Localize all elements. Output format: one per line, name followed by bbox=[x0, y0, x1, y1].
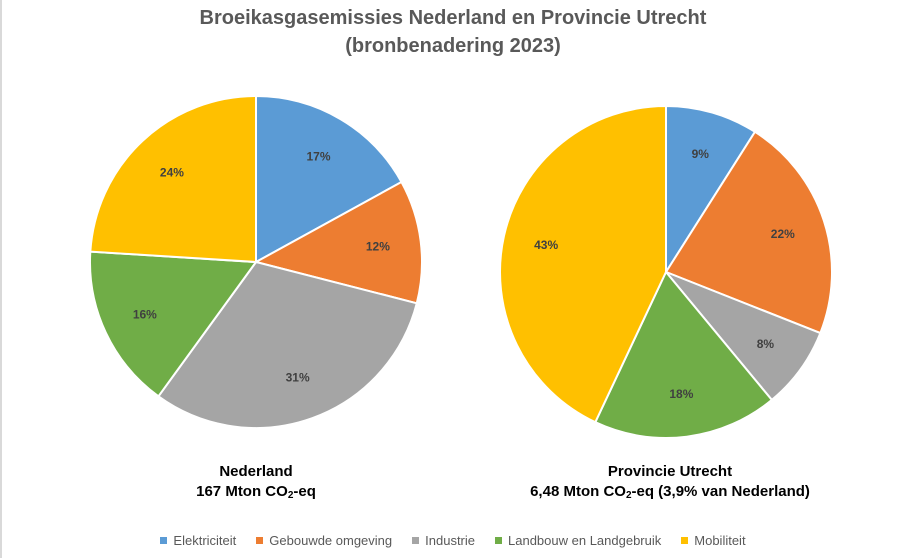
legend-swatch-mobiliteit bbox=[681, 537, 689, 544]
legend-item-industrie: Industrie bbox=[412, 533, 475, 548]
chart-title: Broeikasgasemissies Nederland en Provinc… bbox=[0, 4, 906, 60]
caption-nederland-total-prefix: 167 Mton CO bbox=[196, 483, 288, 500]
caption-nederland-total-suffix: -eq bbox=[293, 483, 316, 500]
chart-title-line1: Broeikasgasemissies Nederland en Provinc… bbox=[199, 7, 707, 29]
pie-utrecht-label-landbouw: 18% bbox=[669, 387, 693, 401]
legend-item-elektriciteit: Elektriciteit bbox=[160, 533, 236, 548]
legend-swatch-gebouwde-omgeving bbox=[256, 537, 264, 544]
caption-utrecht: Provincie Utrecht 6,48 Mton CO2-eq (3,9%… bbox=[480, 462, 860, 502]
pie-nederland: 17% 12% 31% 16% 24% bbox=[89, 94, 423, 429]
caption-utrecht-total-prefix: 6,48 Mton CO bbox=[530, 483, 626, 500]
pie-provincie-utrecht: 9% 22% 8% 18% 43% bbox=[499, 104, 833, 439]
legend-swatch-landbouw bbox=[495, 537, 503, 544]
pie-utrecht-label-elektriciteit: 9% bbox=[692, 147, 710, 161]
caption-nederland-total-sub: 2 bbox=[287, 490, 294, 501]
pie-utrecht-label-industrie: 8% bbox=[757, 337, 775, 351]
pie-utrecht-slice-elektriciteit bbox=[665, 104, 757, 276]
legend-label-elektriciteit: Elektriciteit bbox=[173, 533, 237, 548]
pie-nederland-slice-mobiliteit bbox=[89, 94, 257, 264]
pie-nederland-slice-gebouwde-omgeving bbox=[253, 180, 423, 305]
legend-item-landbouw: Landbouw en Landgebruik bbox=[495, 533, 661, 548]
caption-utrecht-name: Provincie Utrecht bbox=[607, 463, 733, 480]
legend: Elektriciteit Gebouwde omgeving Industri… bbox=[0, 533, 906, 548]
legend-item-mobiliteit: Mobiliteit bbox=[681, 533, 746, 548]
legend-swatch-elektriciteit bbox=[160, 537, 168, 544]
legend-label-landbouw: Landbouw en Landgebruik bbox=[508, 533, 662, 548]
legend-label-industrie: Industrie bbox=[425, 533, 476, 548]
pie-utrecht-slice-gebouwde-omgeving bbox=[664, 130, 833, 335]
pie-utrecht-slice-mobiliteit bbox=[499, 104, 667, 424]
pie-nederland-label-industrie: 31% bbox=[286, 371, 310, 385]
pie-nederland-slice-landbouw bbox=[89, 250, 258, 398]
pie-nederland-label-gebouwde-omgeving: 12% bbox=[366, 240, 390, 254]
chart-title-line2: (bronbenadering 2023) bbox=[345, 35, 561, 57]
pie-nederland-slice-industrie bbox=[157, 260, 419, 429]
caption-nederland-total: 167 Mton CO2-eq bbox=[156, 482, 356, 502]
caption-nederland-name: Nederland bbox=[219, 463, 293, 480]
pie-nederland-label-mobiliteit: 24% bbox=[160, 165, 184, 179]
caption-utrecht-total-suffix: -eq (3,9% van Nederland) bbox=[631, 483, 810, 500]
legend-label-gebouwde-omgeving: Gebouwde omgeving bbox=[269, 533, 393, 548]
pie-nederland-label-elektriciteit: 17% bbox=[307, 149, 331, 163]
pie-utrecht-label-gebouwde-omgeving: 22% bbox=[771, 227, 795, 241]
frame-edge bbox=[0, 0, 2, 558]
legend-swatch-industrie bbox=[412, 537, 420, 544]
pie-utrecht-label-mobiliteit: 43% bbox=[534, 238, 558, 252]
pie-utrecht-slice-landbouw bbox=[593, 270, 774, 439]
legend-label-mobiliteit: Mobiliteit bbox=[694, 533, 746, 548]
caption-utrecht-total-sub: 2 bbox=[625, 490, 632, 501]
pie-nederland-slice-elektriciteit bbox=[255, 94, 403, 264]
caption-utrecht-total: 6,48 Mton CO2-eq (3,9% van Nederland) bbox=[480, 482, 860, 502]
caption-nederland: Nederland 167 Mton CO2-eq bbox=[156, 462, 356, 502]
pie-nederland-label-landbouw: 16% bbox=[133, 307, 157, 321]
legend-item-gebouwde-omgeving: Gebouwde omgeving bbox=[256, 533, 392, 548]
